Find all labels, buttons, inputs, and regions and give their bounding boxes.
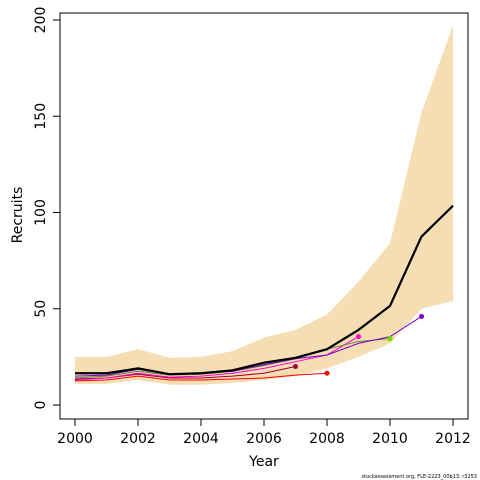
retro-series-line-5 (74, 316, 422, 377)
y-tick-label-200: 200 (33, 7, 49, 34)
x-tick-label-2006: 2006 (246, 431, 282, 447)
y-axis-title: Recruits (10, 187, 26, 244)
x-tick-label-2002: 2002 (120, 431, 156, 447)
retro-endpoint-5 (419, 313, 424, 319)
confidence-band-layer (75, 25, 453, 385)
x-tick-label-2012: 2012 (435, 431, 471, 447)
retro-endpoint-1 (324, 370, 330, 376)
x-tick-label-2008: 2008 (309, 431, 345, 447)
x-axis-title: Year (248, 454, 279, 470)
axes-layer: 2000 2002 2004 2006 2008 2010 2012 0 50 100 150 200 (33, 7, 471, 447)
retro-endpoints-layer (293, 313, 424, 376)
retro-series-line-3 (74, 336, 359, 381)
y-tick-label-150: 150 (33, 103, 49, 130)
x-tick-label-2010: 2010 (372, 431, 408, 447)
retro-endpoint-3 (356, 334, 361, 340)
confidence-band (75, 25, 453, 385)
main-series-line (75, 204, 454, 376)
y-tick-label-50: 50 (33, 300, 49, 318)
retro-endpoint-2 (293, 364, 298, 369)
footnote: stockassessment.org, FLE-2223_00b13, r32… (362, 474, 478, 480)
retro-series-layer (74, 316, 422, 382)
retro-endpoint-7 (387, 336, 393, 342)
retro-series-line-1 (74, 372, 328, 382)
x-tick-label-2004: 2004 (183, 431, 219, 447)
y-tick-label-0: 0 (33, 401, 49, 410)
x-tick-label-2000: 2000 (57, 431, 93, 447)
main-series-layer (75, 204, 454, 376)
y-tick-label-100: 100 (33, 199, 49, 226)
